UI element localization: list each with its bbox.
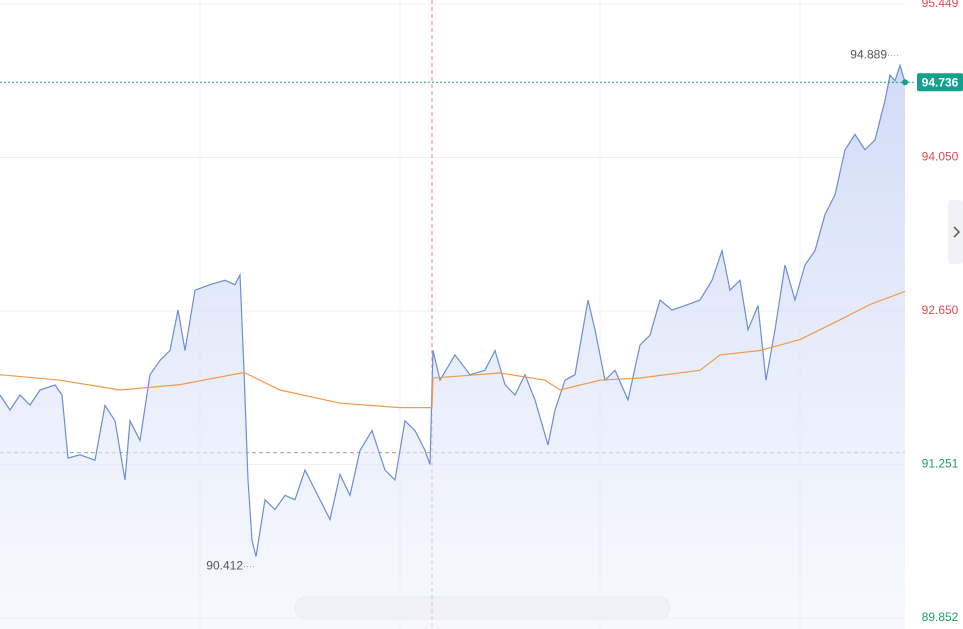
y-tick-label: 95.449 [922, 0, 959, 10]
last-price-dot [902, 79, 908, 86]
last-price-tag [917, 73, 963, 92]
y-tick-label: 91.251 [922, 457, 959, 471]
high-label: 94.889 [850, 48, 887, 62]
low-label: 90.412 [206, 559, 243, 573]
y-tick-label: 92.650 [922, 303, 959, 317]
side-toggle[interactable] [948, 200, 963, 264]
price-area [0, 65, 905, 629]
average-line [0, 290, 906, 409]
arrow-icon [953, 226, 961, 238]
last-price-label: 94.736 [922, 75, 959, 89]
y-tick-label: 89.852 [922, 610, 959, 624]
price-line [0, 63, 906, 557]
y-tick-label: 94.050 [922, 150, 959, 164]
